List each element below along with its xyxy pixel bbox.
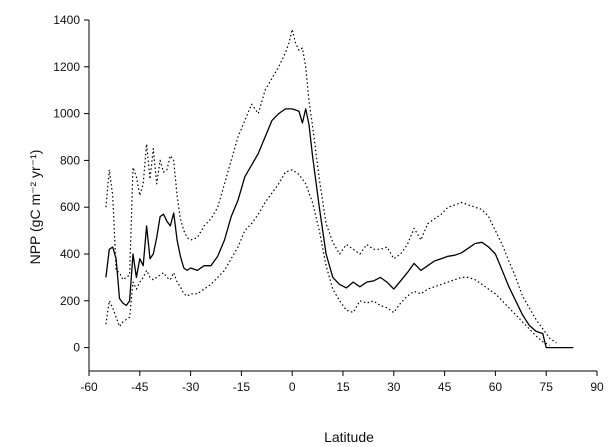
x-ticks: -60 -45 -30 -15 0 15 30 45 60 75 90 (80, 371, 604, 394)
y-tick-label: 1400 (53, 13, 80, 27)
y-tick-label: 400 (60, 247, 80, 261)
x-axis: -60 -45 -30 -15 0 15 30 45 60 75 90 (80, 370, 604, 394)
dotted-bound-line (105, 28, 557, 344)
x-tick-label: 90 (590, 380, 604, 394)
y-tick-label: 1200 (53, 60, 80, 74)
series-layer (105, 28, 574, 349)
y-axis: 0 200 400 600 800 1000 1200 1400 (53, 13, 90, 371)
x-tick-label: 75 (540, 380, 554, 394)
y-tick-label: 0 (73, 341, 80, 355)
x-tick-label: -15 (233, 380, 251, 394)
y-ticks: 0 200 400 600 800 1000 1200 1400 (53, 13, 89, 355)
y-tick-label: 200 (60, 294, 80, 308)
y-tick-label: 800 (60, 153, 80, 167)
x-tick-label: -45 (131, 380, 149, 394)
x-tick-label: -60 (80, 380, 98, 394)
x-tick-label: 30 (387, 380, 401, 394)
y-axis-title: NPP (gC m⁻² yr⁻¹) (27, 150, 43, 265)
x-tick-label: 60 (489, 380, 503, 394)
x-tick-label: 0 (289, 380, 296, 394)
y-tick-label: 1000 (53, 107, 80, 121)
npp-mean-line (105, 108, 574, 349)
dotted-bound-line (105, 169, 550, 346)
y-tick-label: 600 (60, 200, 80, 214)
x-tick-label: -30 (182, 380, 200, 394)
x-tick-label: 15 (336, 380, 350, 394)
x-axis-title: Latitude (324, 429, 374, 445)
x-tick-label: 45 (438, 380, 452, 394)
